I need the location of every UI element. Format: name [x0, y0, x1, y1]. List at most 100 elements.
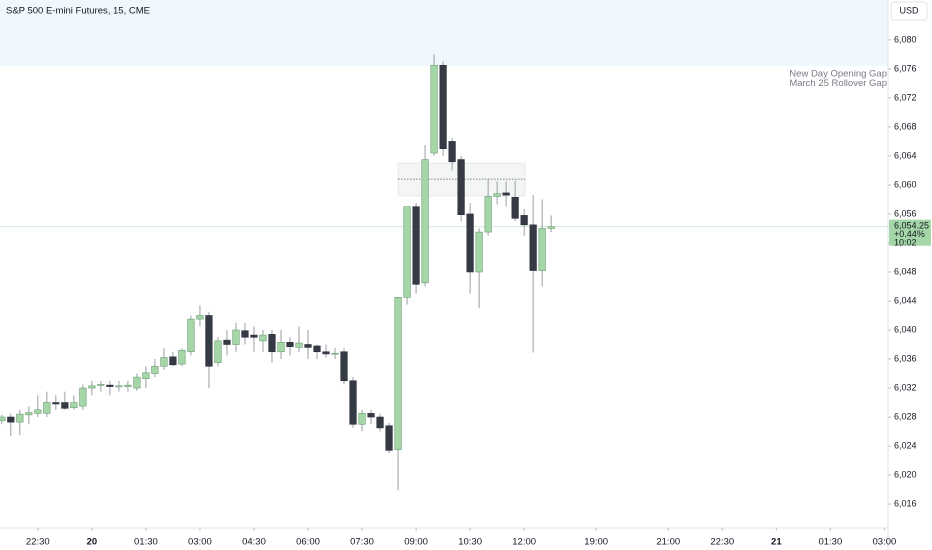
candle-body — [421, 159, 429, 284]
candle-body — [25, 412, 33, 416]
candle-body — [313, 345, 321, 353]
y-tick-label: 6,016 — [894, 498, 917, 508]
candle-body — [475, 231, 483, 273]
countdown-label: 10:02 — [894, 238, 917, 248]
y-tick-label: 6,064 — [894, 150, 917, 160]
x-tick-label: 20 — [87, 537, 98, 548]
x-tick-label: 21 — [771, 537, 782, 548]
candle-body — [304, 344, 312, 348]
x-tick-label: 01:30 — [818, 537, 842, 548]
candle-body — [142, 372, 150, 379]
candle-body — [115, 385, 123, 388]
candle-body — [322, 351, 330, 355]
gap-zone — [0, 0, 888, 66]
candle-body — [0, 416, 6, 421]
candle-body — [448, 141, 456, 163]
candle-body — [502, 192, 510, 196]
candle-body — [331, 352, 339, 355]
candle-body — [520, 215, 528, 226]
candle-body — [43, 402, 51, 414]
candle-body — [394, 297, 402, 450]
zone-annotation: New Day Opening Gap — [789, 69, 887, 80]
candle-body — [547, 226, 555, 229]
candle-body — [7, 416, 15, 423]
candle-body — [385, 425, 393, 451]
candle-body — [250, 334, 258, 338]
candle-body — [133, 376, 141, 389]
candle-body — [484, 196, 492, 233]
candle-body — [295, 342, 303, 348]
x-tick-label: 22:30 — [710, 537, 734, 548]
candle-body — [151, 365, 159, 374]
candle-body — [277, 342, 285, 353]
candle-body — [106, 384, 114, 387]
x-tick-label: 19:00 — [584, 537, 608, 548]
candle-body — [52, 402, 60, 405]
x-tick-label: 09:00 — [404, 537, 428, 548]
x-tick-label: 22:30 — [26, 537, 50, 548]
candle-body — [538, 228, 546, 271]
candle-body — [286, 342, 294, 347]
candle-body — [259, 334, 267, 342]
candle-body — [241, 330, 249, 338]
candle-body — [160, 357, 168, 367]
plot-area — [0, 0, 888, 491]
x-tick-label: 06:00 — [296, 537, 320, 548]
candle-body — [457, 159, 465, 215]
y-tick-label: 6,072 — [894, 92, 917, 102]
candle-body — [97, 384, 105, 386]
candle-body — [232, 329, 240, 345]
candle-body — [196, 315, 204, 320]
y-tick-label: 6,068 — [894, 121, 917, 131]
y-tick-label: 6,036 — [894, 353, 917, 363]
x-tick-label: 07:30 — [350, 537, 374, 548]
currency-button[interactable] — [890, 1, 928, 21]
y-tick-label: 6,044 — [894, 295, 917, 305]
last-price-box — [889, 219, 931, 246]
chart-title: S&P 500 E-mini Futures, 15, CME — [6, 6, 150, 17]
candle-body — [511, 196, 519, 219]
candle-body — [439, 64, 447, 149]
zone-annotation: March 25 Rollover Gap — [789, 78, 887, 89]
y-tick-label: 6,024 — [894, 440, 917, 450]
candle-body — [88, 385, 96, 389]
candle-body — [16, 413, 24, 423]
candle-body — [493, 193, 501, 197]
candle-body — [403, 206, 411, 298]
y-tick-label: 6,056 — [894, 208, 917, 218]
y-tick-label: 6,060 — [894, 179, 917, 189]
candle-body — [367, 413, 375, 418]
y-tick-label: 6,020 — [894, 469, 917, 479]
y-tick-label: 6,076 — [894, 63, 917, 73]
x-tick-label: 01:30 — [134, 537, 158, 548]
x-tick-label: 03:00 — [873, 537, 897, 548]
change-label: +0.44% — [894, 229, 925, 239]
x-tick-label: 03:00 — [188, 537, 212, 548]
x-tick-label: 21:00 — [656, 537, 680, 548]
x-tick-label: 04:30 — [242, 537, 266, 548]
x-tick-label: 10:30 — [458, 537, 482, 548]
candle-body — [358, 413, 366, 425]
candle-body — [268, 334, 276, 353]
candle-body — [430, 64, 438, 154]
candle-body — [61, 402, 69, 409]
candle-body — [376, 416, 384, 429]
candle-body — [178, 350, 186, 365]
x-tick-label: 12:00 — [512, 537, 536, 548]
candle-body — [169, 356, 177, 366]
candle-body — [466, 213, 474, 273]
candle-body — [124, 384, 132, 387]
candle-body — [223, 339, 231, 345]
candle-body — [412, 206, 420, 285]
candle-body — [529, 224, 537, 271]
candle-body — [349, 380, 357, 425]
y-tick-label: 6,032 — [894, 382, 917, 392]
currency[interactable]: USD — [899, 5, 919, 15]
candle-body — [79, 387, 87, 407]
candle-body — [214, 340, 222, 363]
y-tick-label: 6,028 — [894, 411, 917, 421]
y-tick-label: 6,048 — [894, 266, 917, 276]
last-price-label: 6,054.25 — [894, 221, 929, 231]
